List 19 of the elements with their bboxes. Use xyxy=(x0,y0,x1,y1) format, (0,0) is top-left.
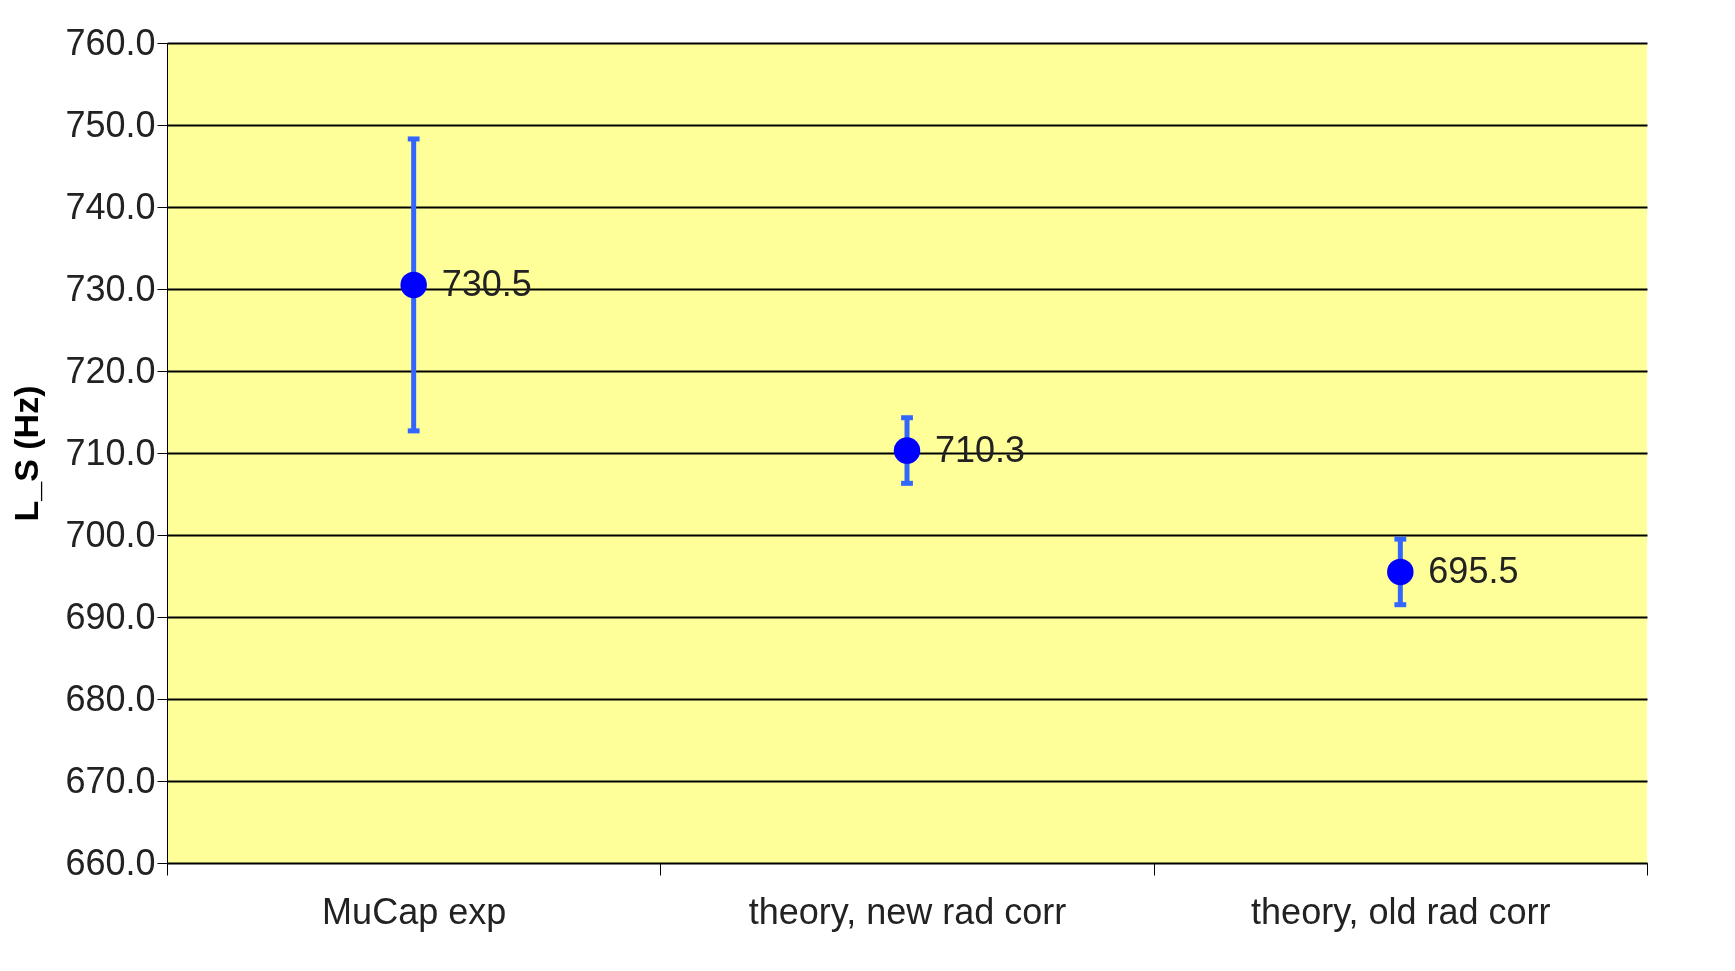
y-tick-label: 710.0 xyxy=(65,431,156,473)
point xyxy=(893,437,921,464)
y-tick-label: 720.0 xyxy=(65,349,156,391)
y-tick-label: 760.0 xyxy=(65,21,156,63)
y-tick-label: 740.0 xyxy=(65,185,156,227)
x-tick-label: theory, old rad corr xyxy=(1251,890,1551,932)
point xyxy=(400,271,427,299)
y-tick-label: 750.0 xyxy=(65,103,156,145)
x-tick-label: MuCap exp xyxy=(322,890,507,932)
data-label: 695.5 xyxy=(1428,549,1519,591)
y-tick-label: 730.0 xyxy=(65,267,156,309)
y-tick-label: 700.0 xyxy=(65,513,156,555)
y-tick-label: 690.0 xyxy=(65,595,156,637)
point xyxy=(1387,558,1414,586)
y-tick-label: 660.0 xyxy=(65,841,156,883)
y-axis-title: L_S (Hz) xyxy=(7,385,46,522)
y-tick-label: 670.0 xyxy=(65,759,156,801)
x-tick-label: theory, new rad corr xyxy=(748,890,1067,932)
y-tick-label: 680.0 xyxy=(65,677,156,719)
